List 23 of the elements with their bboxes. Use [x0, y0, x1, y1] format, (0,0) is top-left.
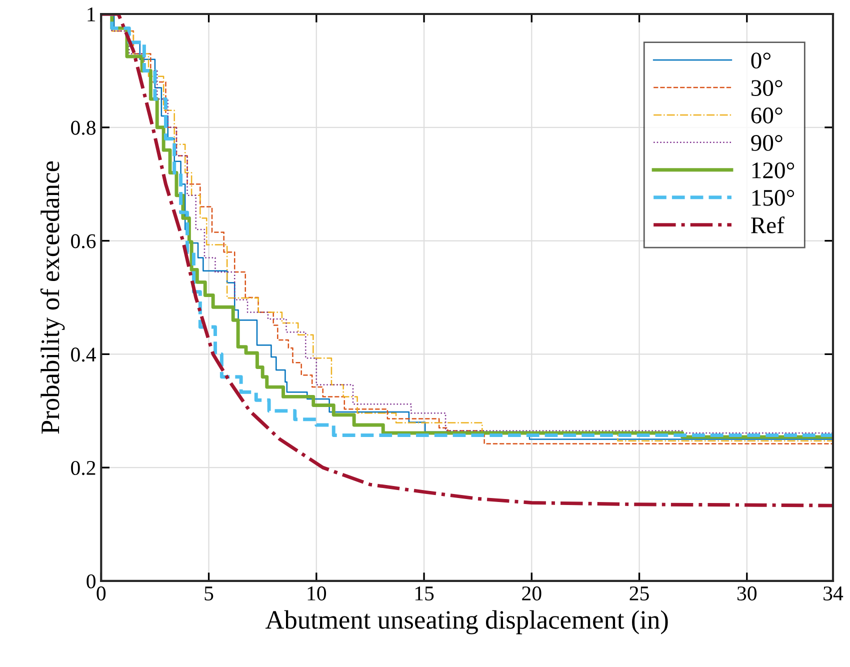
x-tick-label: 30 [737, 586, 757, 600]
x-tick-label: 5 [204, 586, 214, 600]
y-tick-label: 0 [86, 574, 96, 588]
legend-label: 120° [752, 162, 794, 178]
y-tick-label: 0.2 [71, 460, 96, 476]
legend-label: 0° [751, 52, 770, 69]
x-tick-label: 10 [308, 586, 326, 600]
x-tick-label: 0 [96, 586, 106, 600]
x-tick-label: 20 [522, 586, 542, 600]
x-tick-label: 34 [824, 586, 844, 600]
y-tick-label: 0.8 [71, 120, 96, 135]
legend-label: 150° [752, 190, 794, 206]
y-axis-title: Probability of exceedance [40, 161, 65, 434]
legend-label: 90° [751, 134, 782, 151]
y-tick-label: 1 [88, 7, 96, 22]
y-tick-label: 0.6 [71, 234, 96, 248]
y-tick-label: 0.4 [71, 348, 96, 362]
x-tick-label: 15 [415, 586, 434, 600]
legend-label: 60° [751, 108, 782, 124]
x-axis-title: Abutment unseating displacement (in) [265, 610, 668, 634]
legend-label: Ref [751, 216, 784, 234]
legend-label: 30° [751, 80, 782, 96]
x-tick-label: 25 [630, 586, 649, 600]
